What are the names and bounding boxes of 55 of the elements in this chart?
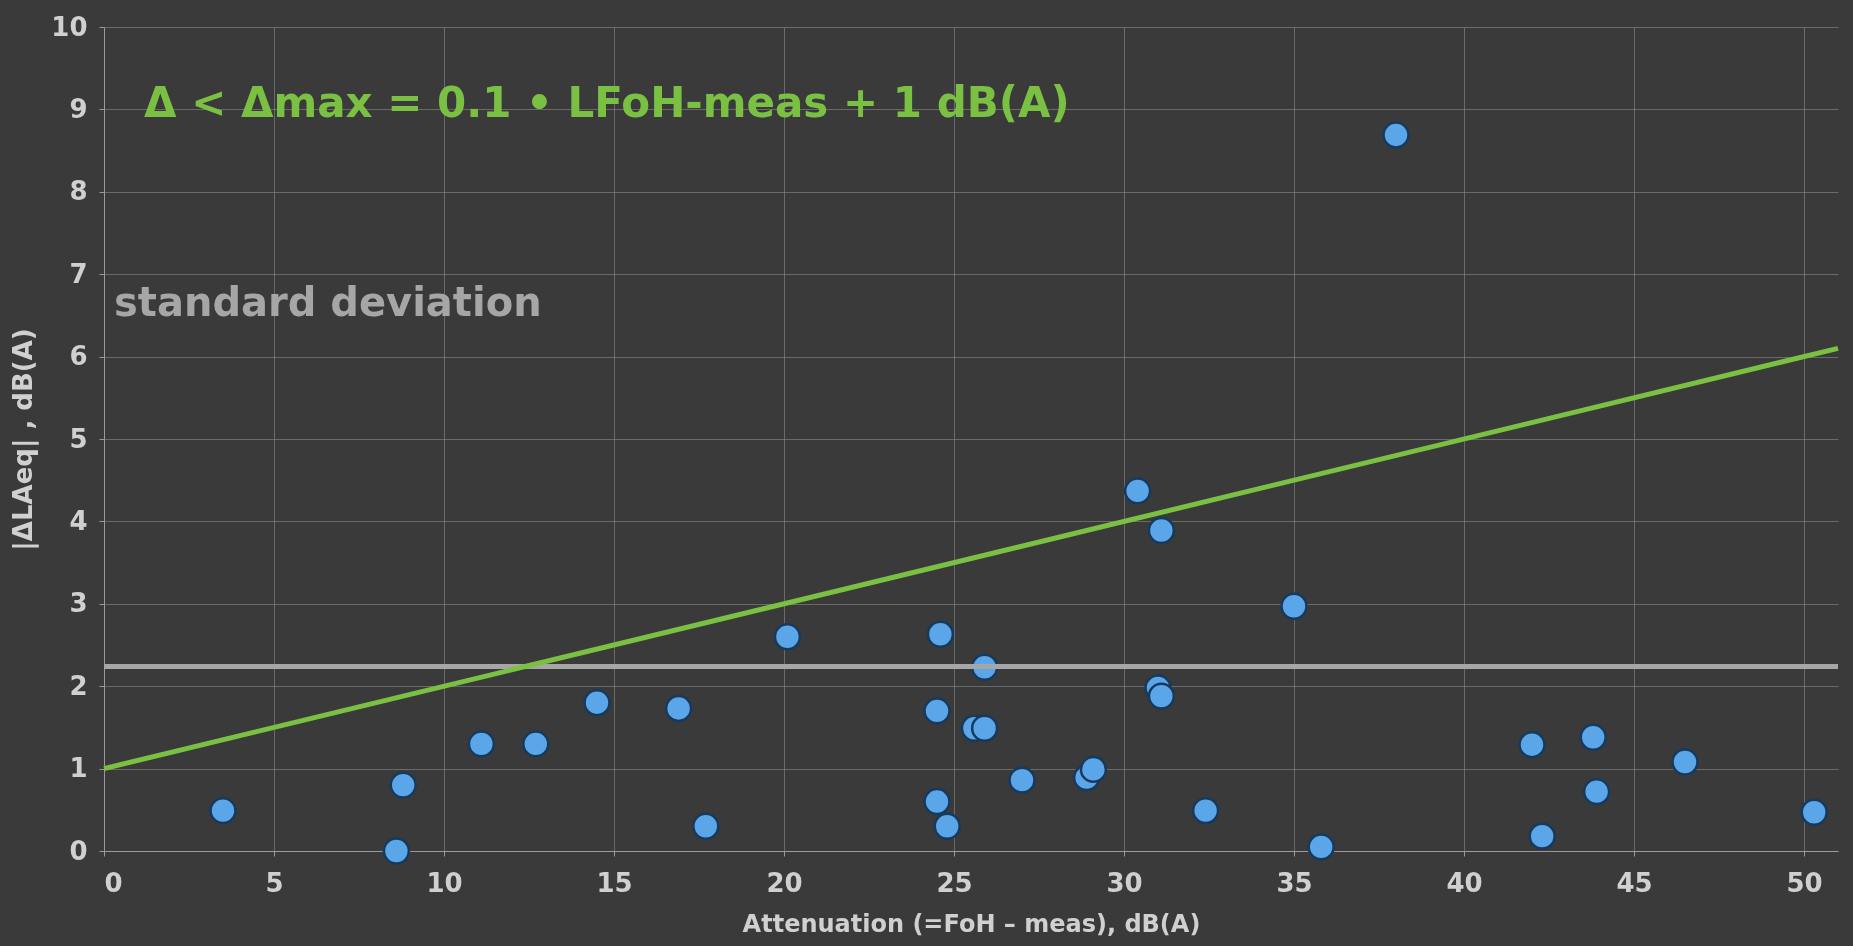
x-tick-label: 5	[265, 867, 284, 898]
point	[1800, 798, 1828, 826]
y-tick-label: 3	[69, 588, 88, 619]
y-tick-label: 2	[69, 670, 88, 701]
point	[933, 812, 961, 840]
x-tick-label: 45	[1616, 867, 1653, 898]
point	[467, 730, 496, 758]
x-axis-title: Attenuation (=FoH – meas), dB(A)	[742, 909, 1201, 938]
y-tick-label: 5	[69, 423, 88, 454]
y-axis-title: |ΔLAeq| , dB(A)	[8, 328, 40, 551]
point	[1191, 796, 1220, 825]
y-tick-label: 8	[69, 176, 88, 207]
point	[1307, 833, 1335, 861]
x-tick-label: 30	[1106, 867, 1143, 898]
point	[1147, 516, 1176, 545]
point	[923, 697, 951, 725]
point	[1579, 723, 1607, 751]
point	[692, 812, 720, 840]
y-tick-label: 1	[69, 753, 88, 784]
x-tick-label: 50	[1786, 867, 1823, 898]
x-tick-label: 25	[936, 867, 973, 898]
y-tick-label: 10	[51, 11, 88, 42]
x-tick-label: 40	[1446, 867, 1483, 898]
point	[1147, 682, 1176, 710]
point	[1008, 766, 1036, 794]
y-tick-label: 0	[69, 835, 88, 866]
point	[1518, 731, 1546, 759]
point	[522, 730, 550, 758]
point	[1671, 748, 1699, 776]
point	[389, 771, 417, 799]
y-tick-label: 6	[69, 341, 88, 372]
point	[1382, 121, 1410, 149]
x-tick-label: 35	[1276, 867, 1313, 898]
x-tick-label: 15	[596, 867, 633, 898]
point	[382, 837, 411, 865]
annotation: Δ < Δmax = 0.1 • LFoH-meas + 1 dB(A)	[144, 78, 1070, 127]
y-tick-label: 4	[69, 505, 88, 536]
point	[923, 787, 951, 816]
y-tick-label: 7	[69, 258, 88, 289]
point	[970, 714, 999, 742]
x-tick-label: 0	[104, 867, 123, 898]
point	[773, 623, 802, 651]
ref-line-label: standard deviation	[114, 279, 542, 326]
point	[664, 694, 693, 723]
x-tick-label: 10	[426, 867, 463, 898]
x-tick-label: 20	[766, 867, 803, 898]
point	[1528, 822, 1556, 850]
point	[1582, 778, 1611, 806]
point	[209, 796, 237, 825]
y-tick-label: 9	[69, 93, 88, 124]
point	[926, 620, 955, 648]
point	[583, 689, 611, 717]
point	[1123, 477, 1152, 505]
point	[1079, 755, 1108, 784]
point	[1280, 592, 1308, 620]
